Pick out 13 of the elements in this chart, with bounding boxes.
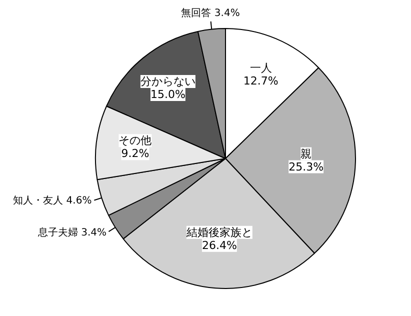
data-label: 25.3% [288,160,324,174]
slice-label: 結婚後家族と [185,226,252,239]
data-label: 12.7% [243,74,278,88]
slice-label: 無回答 3.4% [181,6,240,19]
data-label: 26.4% [202,238,237,252]
slice-label: 親 [300,147,312,160]
slice-label: その他 [118,134,152,148]
data-label: 15.0% [150,88,186,102]
slice-label: 分からない [140,75,196,88]
slice-label: 息子夫婦 3.4% [36,226,106,238]
slice-label: 知人・友人 4.6% [13,194,92,207]
data-label: 9.2% [121,147,150,160]
slice-label: 一人 [250,62,272,75]
